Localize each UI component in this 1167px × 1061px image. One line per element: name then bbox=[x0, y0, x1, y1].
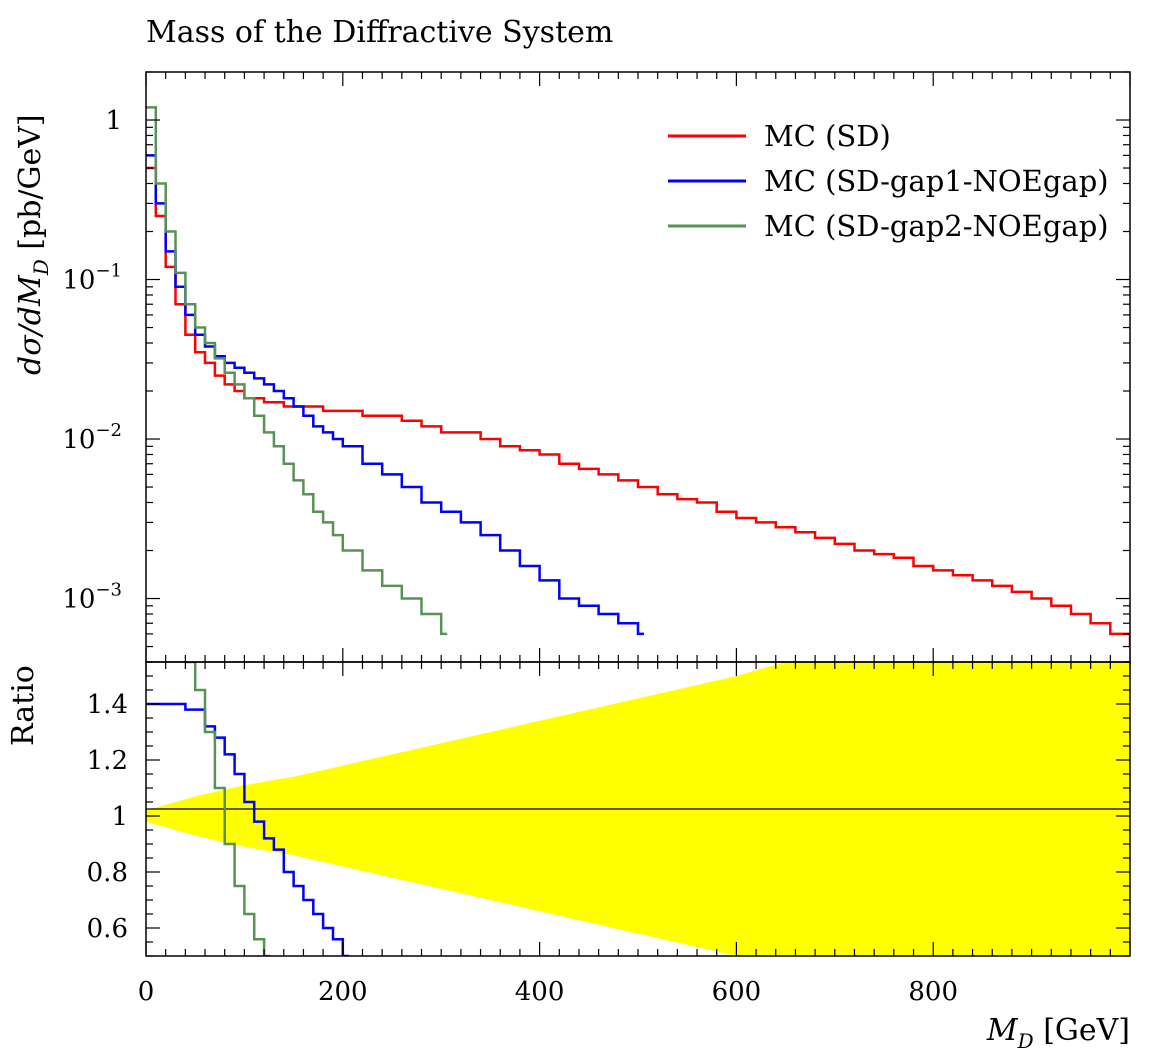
y-axis-label: dσ/dMD [pb/GeV] bbox=[13, 114, 53, 375]
ratio-line-1 bbox=[146, 702, 349, 956]
legend: MC (SD) MC (SD-gap1-NOEgap) MC (SD-gap2-NO… bbox=[668, 119, 1109, 243]
y-tick-label: 10−2 bbox=[62, 420, 122, 455]
main-panel-frame bbox=[145, 71, 1131, 663]
ratio-tick-label: 1.4 bbox=[87, 690, 128, 720]
chart-title: Mass of the Diffractive System bbox=[146, 15, 613, 50]
y-tick-base: 10 bbox=[62, 266, 95, 296]
ratio-tick-label: 1 bbox=[111, 802, 128, 832]
y-tick-label: 1 bbox=[105, 106, 122, 136]
series-line-3 bbox=[146, 106, 448, 636]
y-tick-base: 10 bbox=[62, 585, 95, 615]
ratio-line-2 bbox=[185, 662, 271, 956]
y-tick-base: 1 bbox=[105, 106, 122, 136]
ratio-band-area bbox=[146, 662, 1130, 956]
y-axis-label-sub: D bbox=[29, 259, 53, 276]
series-line-2 bbox=[146, 154, 644, 636]
x-axis-label-sub: D bbox=[1017, 1029, 1034, 1053]
x-axis-label-main: M bbox=[986, 1013, 1019, 1048]
ratio-tick-label: 1.2 bbox=[87, 746, 128, 776]
ratio-axis-label: Ratio bbox=[6, 665, 41, 746]
x-tick-label: 0 bbox=[138, 977, 155, 1007]
ratio-uncertainty-band bbox=[146, 662, 1130, 956]
y-tick-base: 10 bbox=[62, 425, 95, 455]
y-tick-exponent: −2 bbox=[95, 420, 122, 441]
x-axis-label-unit: [GeV] bbox=[1034, 1013, 1130, 1048]
x-axis-label: MD [GeV] bbox=[986, 1013, 1130, 1053]
ratio-tick-label: 0.6 bbox=[87, 914, 128, 944]
y-tick-label: 10−1 bbox=[62, 261, 122, 296]
x-tick-label: 800 bbox=[908, 977, 958, 1007]
series-line-1 bbox=[146, 166, 1130, 648]
legend-label: MC (SD) bbox=[764, 119, 891, 153]
y-tick-exponent: −1 bbox=[95, 261, 122, 282]
y-axis-label-unit: [pb/GeV] bbox=[13, 114, 48, 259]
main-panel bbox=[146, 106, 1130, 648]
y-tick-label: 10−3 bbox=[62, 580, 122, 615]
y-tick-exponent: −3 bbox=[95, 580, 122, 601]
ratio-panel bbox=[146, 662, 349, 956]
y-axis-label-main: dσ/dM bbox=[13, 274, 48, 375]
x-tick-label: 400 bbox=[515, 977, 565, 1007]
axis-ticks bbox=[145, 71, 1131, 957]
legend-label: MC (SD-gap1-NOEgap) bbox=[764, 164, 1109, 198]
ratio-tick-label: 0.8 bbox=[87, 858, 128, 888]
x-tick-label: 600 bbox=[712, 977, 762, 1007]
x-tick-label: 200 bbox=[318, 977, 368, 1007]
legend-label: MC (SD-gap2-NOEgap) bbox=[764, 209, 1109, 243]
